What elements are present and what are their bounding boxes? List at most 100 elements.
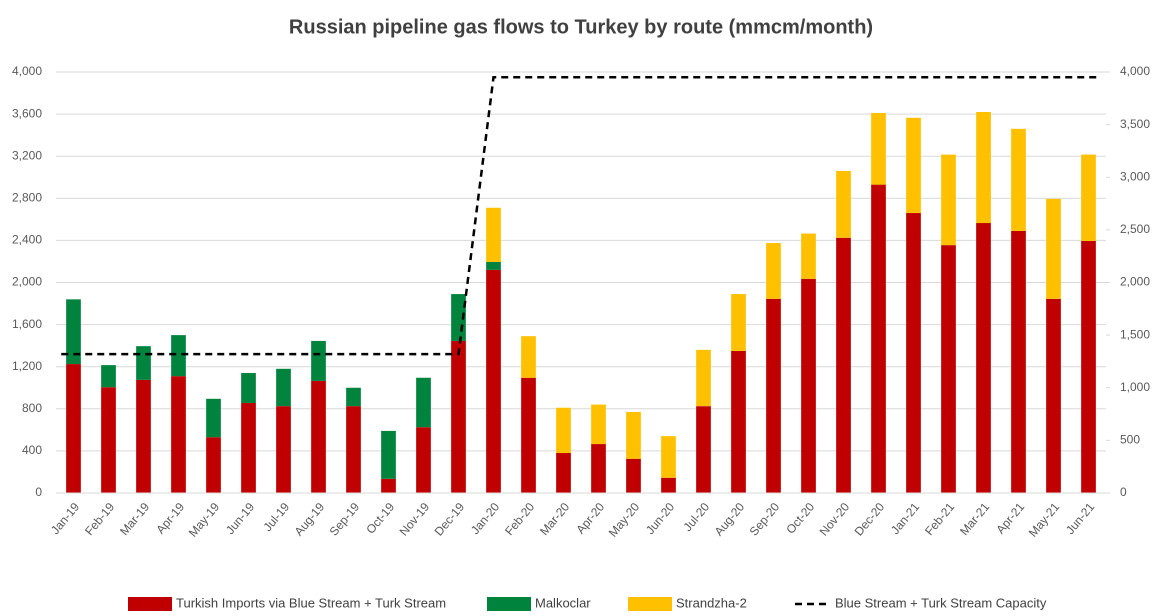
x-tick-label: Oct-20	[783, 500, 817, 537]
bar	[556, 453, 571, 493]
x-tick-label: Jun-21	[1063, 500, 1098, 537]
legend-swatch	[128, 597, 172, 611]
x-tick-label: May-19	[186, 500, 223, 540]
bar	[976, 111, 991, 224]
capacity-line	[61, 76, 1101, 356]
bar	[381, 478, 396, 493]
bar	[766, 298, 781, 493]
x-tick-label: Apr-20	[573, 500, 607, 537]
x-tick-label: Aug-19	[292, 500, 328, 539]
bar	[906, 117, 921, 214]
x-tick-label: Nov-19	[397, 500, 433, 539]
y-tick-label: 2,800	[12, 190, 42, 204]
bar	[1011, 230, 1026, 494]
x-tick-label: Mar-20	[537, 500, 572, 538]
bar	[871, 184, 886, 493]
bar	[66, 364, 81, 493]
x-tick-label: Feb-19	[82, 500, 117, 538]
x-tick-label: Jul-19	[260, 500, 292, 534]
bar	[906, 213, 921, 493]
x-tick-label: Nov-20	[817, 500, 853, 539]
x-tick-label: Dec-19	[432, 500, 468, 539]
bar	[311, 340, 326, 381]
bar	[766, 243, 781, 299]
bar	[206, 398, 221, 438]
bar	[1081, 154, 1096, 241]
y-tick-label: 4,000	[12, 64, 42, 78]
x-tick-label: Jan-21	[888, 500, 923, 537]
legend-label: Blue Stream + Turk Stream Capacity	[835, 595, 1047, 610]
bar	[556, 407, 571, 454]
bar	[836, 170, 851, 238]
bar	[276, 406, 291, 493]
y2-tick-label: 1,500	[1120, 327, 1150, 341]
bar	[1081, 240, 1096, 493]
x-tick-label: Aug-20	[712, 500, 748, 539]
bar	[626, 411, 641, 459]
y2-tick-label: 0	[1120, 485, 1127, 499]
bar	[136, 379, 151, 493]
y2-tick-label: 2,500	[1120, 222, 1150, 236]
y2-tick-label: 4,000	[1120, 64, 1150, 78]
bar	[801, 233, 816, 279]
bar	[521, 336, 536, 378]
x-tick-label: Apr-19	[153, 500, 187, 537]
bar	[591, 404, 606, 445]
x-tick-label: Mar-19	[117, 500, 152, 538]
y-tick-label: 2,000	[12, 275, 42, 289]
bar	[311, 380, 326, 493]
x-tick-label: Oct-19	[363, 500, 397, 537]
legend-swatch	[628, 597, 672, 611]
bar	[1011, 128, 1026, 231]
bar	[241, 373, 256, 404]
y2-tick-label: 3,500	[1120, 117, 1150, 131]
x-tick-label: May-21	[1026, 500, 1063, 540]
bar	[976, 223, 991, 493]
x-tick-label: Sep-19	[327, 500, 363, 539]
bar	[486, 269, 501, 493]
bar	[661, 436, 676, 478]
legend-label: Strandzha-2	[676, 595, 747, 610]
bar	[731, 350, 746, 493]
bar	[101, 387, 116, 493]
bar	[416, 377, 431, 428]
bar	[276, 368, 291, 407]
bar	[136, 346, 151, 380]
x-tick-label: Dec-20	[852, 500, 888, 539]
bar	[171, 335, 186, 377]
bar	[731, 294, 746, 351]
y-tick-label: 1,200	[12, 359, 42, 373]
bar	[66, 299, 81, 365]
bar	[486, 207, 501, 262]
x-tick-label: Jun-19	[223, 500, 258, 537]
x-tick-label: Feb-20	[502, 500, 537, 538]
legend-label: Turkish Imports via Blue Stream + Turk S…	[176, 595, 446, 610]
y2-tick-label: 1,000	[1120, 380, 1150, 394]
x-tick-label: Sep-20	[747, 500, 783, 539]
bar	[451, 340, 466, 493]
x-tick-label: Feb-21	[922, 500, 957, 538]
bar	[941, 154, 956, 246]
x-tick-label: Apr-21	[993, 500, 1027, 537]
bar	[871, 113, 886, 185]
bar	[171, 376, 186, 493]
bar	[346, 406, 361, 493]
bar	[381, 430, 396, 479]
bar	[801, 278, 816, 493]
bar	[521, 377, 536, 493]
bar	[346, 387, 361, 407]
y-tick-label: 2,400	[12, 233, 42, 247]
y-tick-label: 1,600	[12, 317, 42, 331]
x-tick-label: May-20	[606, 500, 643, 540]
y-tick-label: 400	[22, 443, 42, 457]
bar	[241, 403, 256, 493]
y2-tick-label: 3,000	[1120, 169, 1150, 183]
y2-tick-label: 500	[1120, 433, 1140, 447]
y-tick-label: 3,200	[12, 148, 42, 162]
bar	[696, 349, 711, 407]
y-tick-label: 3,600	[12, 106, 42, 120]
y2-tick-label: 2,000	[1120, 275, 1150, 289]
y-tick-label: 0	[35, 485, 42, 499]
bar	[836, 237, 851, 493]
